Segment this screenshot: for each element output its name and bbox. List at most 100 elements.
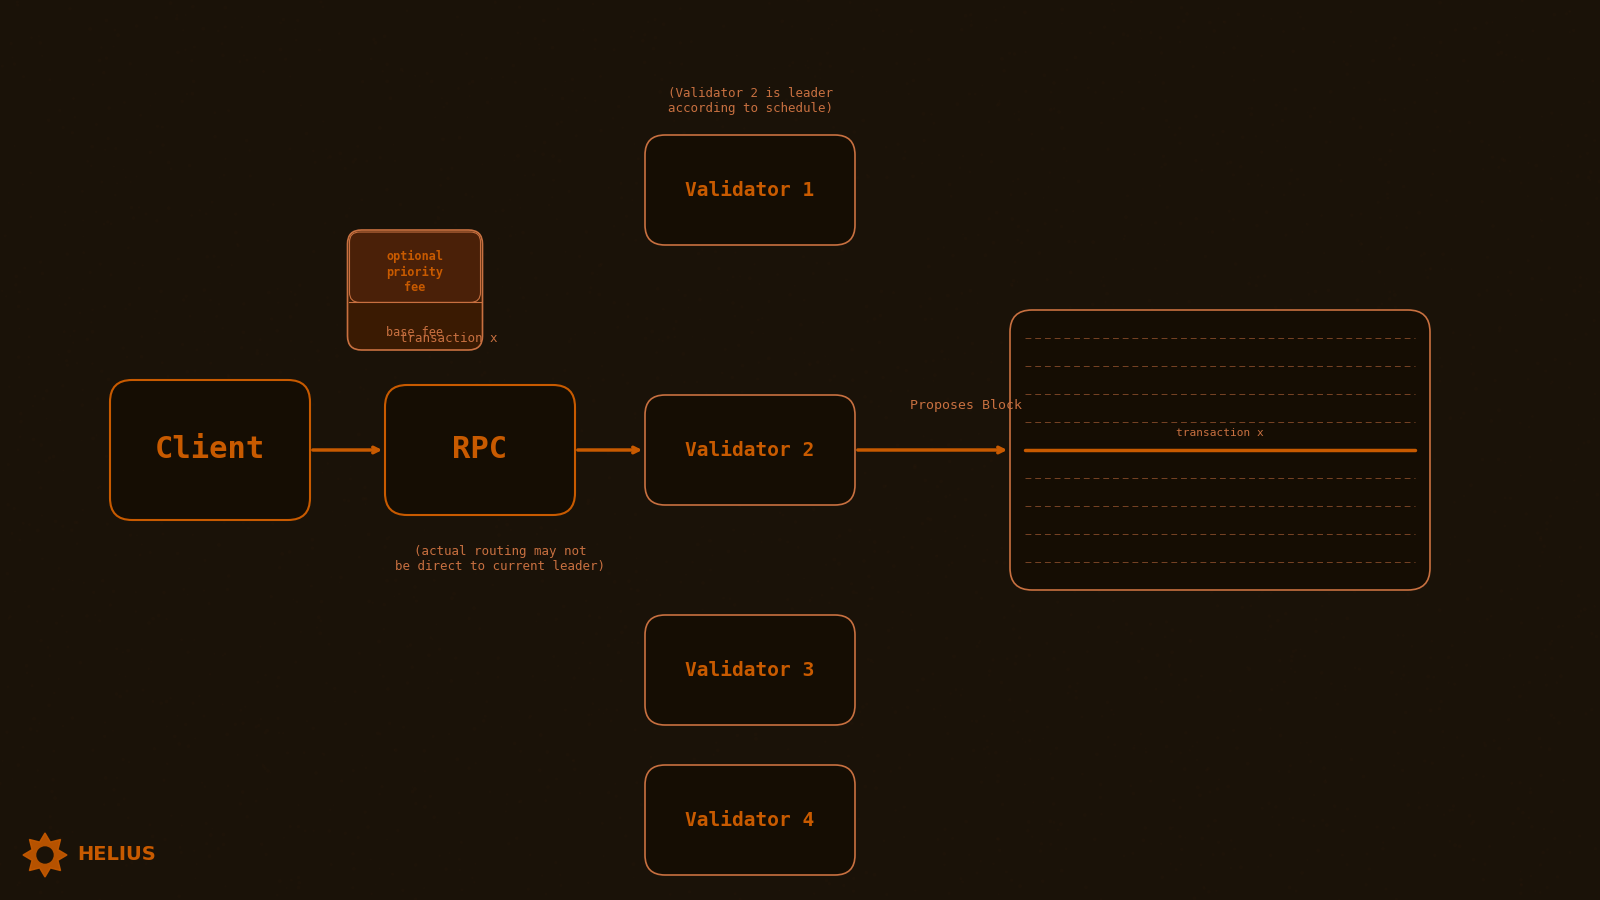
Point	[430, 378, 456, 392]
Point	[1307, 584, 1333, 598]
Point	[605, 703, 630, 717]
Point	[1381, 39, 1406, 53]
Point	[178, 309, 203, 323]
Point	[1475, 612, 1501, 626]
Point	[1526, 559, 1552, 573]
Point	[534, 616, 560, 630]
Point	[1296, 287, 1322, 302]
Point	[245, 346, 270, 361]
Point	[1179, 739, 1205, 753]
Point	[171, 292, 197, 307]
Point	[1314, 569, 1339, 583]
Point	[856, 569, 882, 583]
Point	[83, 117, 109, 131]
Point	[1019, 127, 1045, 141]
Point	[702, 245, 728, 259]
Point	[91, 217, 117, 231]
Point	[1229, 860, 1254, 875]
Point	[1034, 636, 1059, 651]
Point	[858, 653, 883, 668]
Point	[1219, 310, 1245, 324]
Point	[878, 764, 904, 778]
Point	[1030, 732, 1056, 746]
Point	[872, 833, 898, 848]
FancyBboxPatch shape	[347, 230, 483, 350]
Point	[152, 773, 178, 788]
Point	[782, 147, 808, 161]
Point	[526, 41, 552, 56]
Point	[749, 535, 774, 549]
Point	[1168, 0, 1194, 14]
Point	[1509, 468, 1534, 482]
Point	[1032, 217, 1058, 231]
Point	[1267, 95, 1293, 110]
Point	[749, 661, 774, 675]
Point	[349, 749, 374, 763]
Point	[1077, 339, 1102, 354]
Point	[491, 373, 517, 387]
Point	[1427, 351, 1453, 365]
Point	[438, 427, 464, 441]
Point	[243, 50, 269, 65]
Point	[278, 334, 304, 348]
Point	[50, 885, 75, 899]
Point	[1470, 453, 1496, 467]
Point	[1181, 59, 1206, 74]
Point	[952, 9, 978, 23]
Point	[978, 454, 1003, 468]
Point	[701, 152, 726, 166]
Point	[1250, 585, 1275, 599]
Point	[934, 726, 960, 741]
Point	[277, 544, 302, 559]
Point	[1480, 219, 1506, 233]
Point	[750, 202, 776, 216]
Point	[1149, 837, 1174, 851]
Point	[438, 591, 464, 606]
Point	[202, 249, 227, 264]
Point	[214, 582, 240, 597]
Point	[1304, 543, 1330, 557]
Point	[1267, 405, 1293, 419]
Point	[810, 315, 835, 329]
Point	[986, 774, 1011, 788]
Point	[933, 822, 958, 836]
Point	[494, 796, 520, 811]
Point	[813, 734, 838, 749]
Point	[778, 858, 803, 872]
Point	[1253, 269, 1278, 284]
Point	[520, 167, 546, 182]
Point	[306, 610, 331, 625]
Point	[1101, 92, 1126, 106]
Point	[1278, 292, 1304, 307]
Point	[421, 475, 446, 490]
Point	[712, 342, 738, 356]
Point	[656, 665, 682, 680]
Point	[1166, 35, 1192, 50]
Point	[45, 844, 70, 859]
Point	[1010, 236, 1035, 250]
Point	[1072, 372, 1098, 386]
Point	[27, 855, 53, 869]
Point	[466, 311, 491, 326]
Point	[1266, 614, 1291, 628]
Point	[1256, 499, 1282, 513]
Point	[1520, 272, 1546, 286]
Point	[1118, 489, 1144, 503]
Point	[54, 271, 80, 285]
Point	[784, 112, 810, 127]
Point	[53, 205, 78, 220]
Point	[98, 461, 123, 475]
Point	[1478, 609, 1504, 624]
Point	[179, 86, 205, 101]
Point	[1371, 277, 1397, 292]
Point	[555, 560, 581, 574]
Point	[312, 216, 338, 230]
Point	[112, 792, 138, 806]
Point	[1198, 395, 1224, 410]
Text: HELIUS: HELIUS	[77, 845, 155, 865]
Point	[1243, 278, 1269, 293]
Point	[1542, 352, 1568, 366]
Point	[874, 85, 899, 99]
Point	[534, 745, 560, 760]
Point	[426, 212, 451, 226]
